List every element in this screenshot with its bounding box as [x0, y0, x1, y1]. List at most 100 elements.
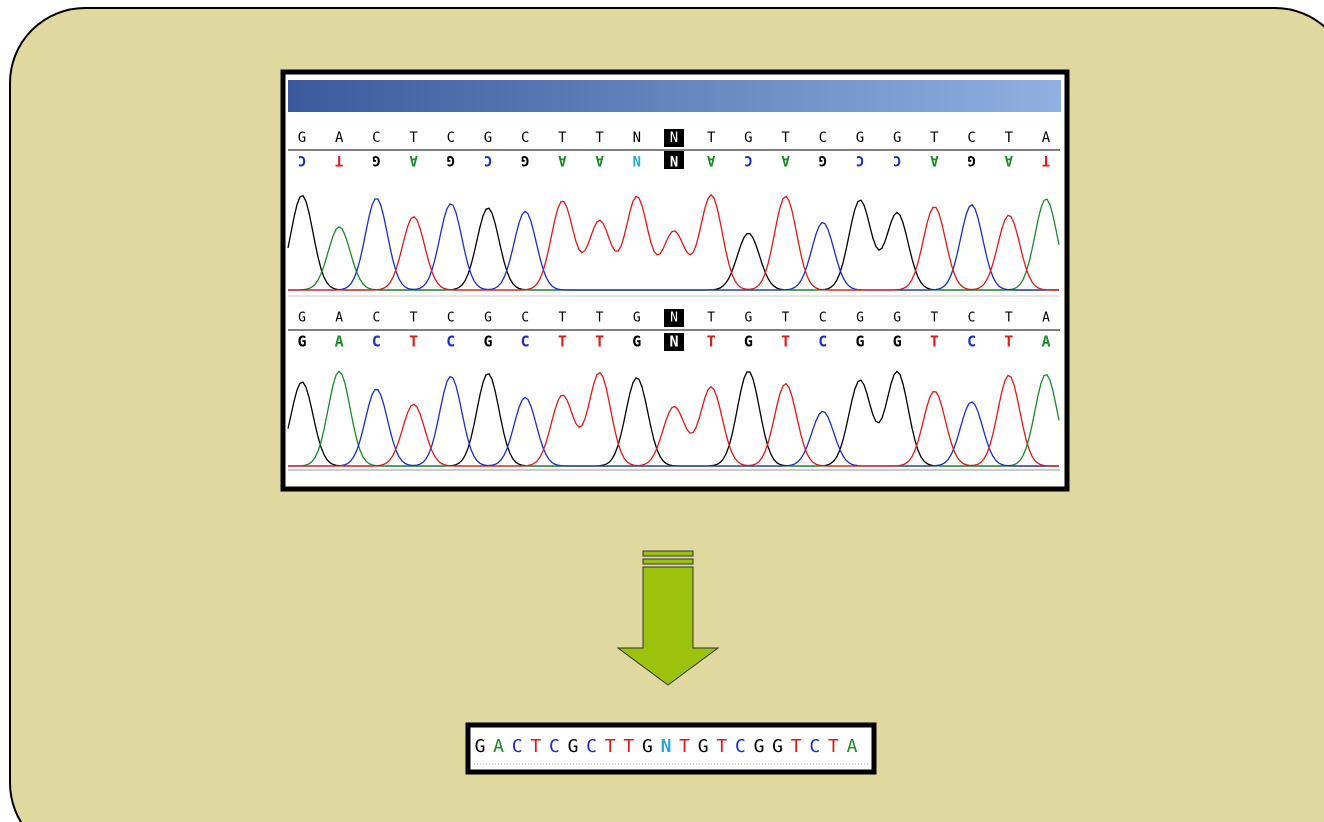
base-letter: G — [447, 152, 455, 168]
base-letter: C — [521, 311, 529, 326]
base-letter: G — [893, 311, 901, 326]
output-letter: N — [661, 736, 672, 757]
base-letter: C — [819, 311, 827, 326]
base-letter: T — [1005, 311, 1013, 326]
base-letter: T — [707, 333, 716, 351]
page: GACTCGCTTNNTGTCGGTCTACTGAGCGAANNACAGCCAG… — [0, 0, 1324, 822]
base-letter: A — [1042, 311, 1050, 326]
base-letter: T — [409, 130, 418, 146]
base-letter: G — [744, 333, 753, 351]
base-letter: C — [967, 333, 976, 351]
output-letter: A — [847, 736, 858, 757]
base-letter: G — [484, 130, 492, 146]
base-letter: G — [855, 333, 864, 351]
base-letter: T — [558, 333, 567, 351]
base-letter: N — [670, 130, 678, 146]
base-letter: N — [670, 311, 678, 326]
base-letter: A — [558, 152, 567, 168]
diagram: GACTCGCTTNNTGTCGGTCTACTGAGCGAANNACAGCCAG… — [0, 0, 1324, 822]
base-letter: G — [744, 130, 752, 146]
base-letter: G — [297, 333, 306, 351]
base-letter: T — [930, 333, 939, 351]
base-letter: T — [781, 130, 790, 146]
base-letter: C — [818, 333, 827, 351]
base-letter: C — [744, 152, 752, 168]
output-letter: G — [772, 736, 783, 757]
base-letter: A — [335, 333, 344, 351]
output-letter: T — [828, 736, 839, 757]
output-letter: T — [530, 736, 541, 757]
base-letter: C — [372, 333, 381, 351]
base-letter: G — [632, 333, 641, 351]
base-letter: C — [967, 130, 975, 146]
base-letter: G — [521, 152, 529, 168]
base-letter: T — [930, 311, 938, 326]
base-letter: T — [1004, 333, 1013, 351]
base-letter: A — [781, 152, 790, 168]
base-letter: N — [633, 152, 641, 168]
base-letter: A — [930, 152, 939, 168]
base-letter: N — [633, 130, 641, 146]
base-letter: G — [633, 311, 641, 326]
base-letter: C — [521, 130, 529, 146]
base-letter: C — [447, 311, 455, 326]
output-letter: G — [754, 736, 765, 757]
base-letter: T — [707, 130, 716, 146]
base-letter: C — [484, 152, 492, 168]
base-letter: A — [409, 152, 418, 168]
base-letter: G — [372, 152, 380, 168]
base-letter: T — [1042, 152, 1050, 168]
base-letter: T — [335, 152, 343, 168]
output-letter: A — [493, 736, 504, 757]
base-letter: A — [595, 152, 604, 168]
window-header — [288, 80, 1061, 112]
base-letter: T — [558, 130, 567, 146]
output-letter: C — [735, 736, 746, 757]
base-letter: G — [856, 130, 864, 146]
base-letter: T — [1005, 130, 1014, 146]
base-letter: C — [372, 130, 380, 146]
base-letter: G — [298, 311, 306, 326]
base-letter: G — [967, 152, 975, 168]
base-letter: A — [706, 152, 715, 168]
output-letter: G — [475, 736, 486, 757]
base-letter: A — [1041, 333, 1050, 351]
base-letter: N — [670, 152, 678, 168]
base-letter: G — [484, 311, 492, 326]
base-letter: A — [1004, 152, 1013, 168]
base-letter: C — [819, 130, 827, 146]
base-letter: C — [521, 333, 530, 351]
base-letter: G — [819, 152, 827, 168]
base-letter: T — [781, 333, 790, 351]
base-letter: C — [968, 311, 976, 326]
base-letter: G — [298, 130, 306, 146]
output-letter: G — [642, 736, 653, 757]
output-letter: C — [586, 736, 597, 757]
output-letter: T — [791, 736, 802, 757]
base-letter: G — [893, 333, 902, 351]
base-letter: C — [893, 152, 901, 168]
output-letter: C — [809, 736, 820, 757]
base-letter: T — [595, 333, 604, 351]
base-letter: A — [1042, 130, 1051, 146]
base-letter: A — [335, 311, 343, 326]
base-letter: T — [930, 130, 939, 146]
base-letter: G — [483, 333, 492, 351]
base-letter: N — [669, 333, 678, 351]
output-letter: T — [605, 736, 616, 757]
output-letter: C — [512, 736, 523, 757]
base-letter: C — [856, 152, 864, 168]
base-letter: T — [596, 311, 604, 326]
base-letter: T — [707, 311, 715, 326]
base-letter: T — [410, 311, 418, 326]
output-letter: C — [549, 736, 560, 757]
output-letter: T — [623, 736, 634, 757]
output-letter: G — [698, 736, 709, 757]
base-letter: T — [409, 333, 418, 351]
base-letter: A — [335, 130, 344, 146]
output-letter: G — [568, 736, 579, 757]
base-letter: T — [595, 130, 604, 146]
base-letter: C — [298, 152, 306, 168]
output-letter: T — [716, 736, 727, 757]
base-letter: G — [893, 130, 901, 146]
